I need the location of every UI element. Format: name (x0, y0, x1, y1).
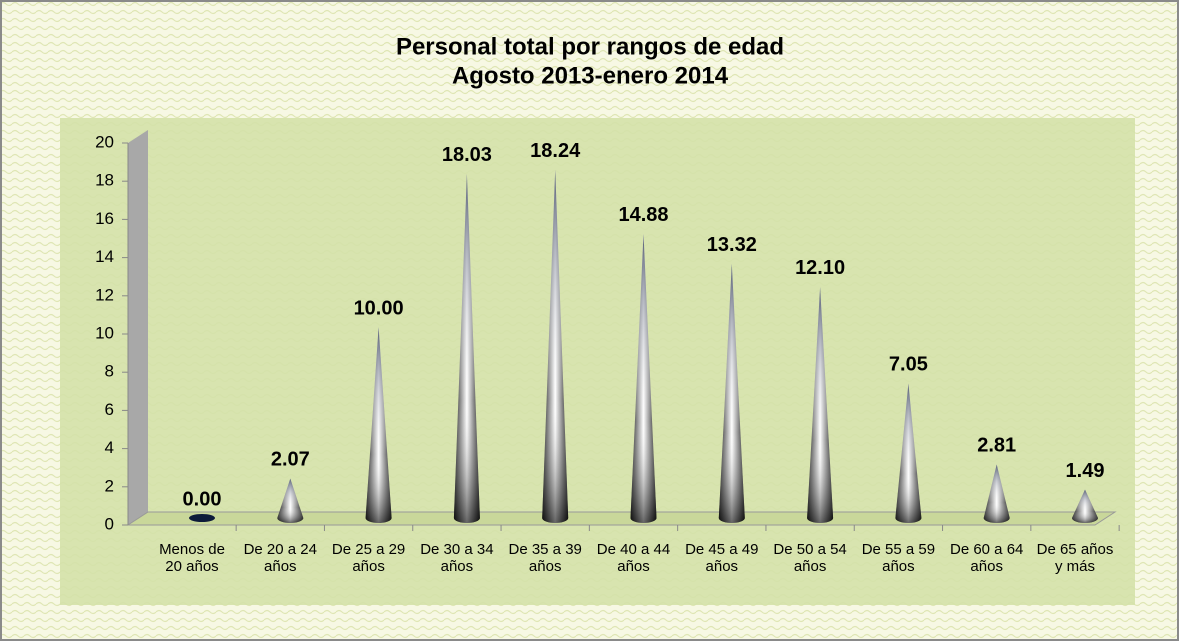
x-tick-label: De 40 a 44 años (596, 541, 671, 575)
x-tick-label: De 55 a 59 años (861, 541, 936, 575)
chart-subtitle: Agosto 2013-enero 2014 (452, 62, 729, 89)
y-tick-label: 4 (105, 438, 114, 457)
chart-title: Personal total por rangos de edad (396, 33, 784, 60)
cone-part (1072, 489, 1098, 523)
x-tick-label: De 65 años y más (1036, 541, 1114, 575)
y-tick-label: 20 (95, 132, 114, 151)
y-tick-label: 14 (95, 247, 114, 266)
y-tick-label: 0 (105, 514, 114, 533)
x-tick-label: De 60 a 64 años (949, 541, 1024, 575)
side-wall (128, 130, 148, 525)
cone (365, 327, 392, 523)
y-tick-label: 6 (105, 400, 114, 419)
cone-part (365, 327, 392, 523)
data-label: 10.00 (354, 297, 404, 319)
cone (277, 478, 304, 523)
y-tick-label: 2 (105, 476, 114, 495)
cone (895, 383, 922, 523)
y-tick-label: 16 (95, 209, 114, 228)
x-tick-label: De 35 a 39 años (508, 541, 582, 575)
x-tick-label: De 50 a 54 años (773, 541, 847, 575)
x-tick-label: De 20 a 24 años (243, 541, 317, 575)
data-label: 0.00 (183, 488, 222, 510)
cone (189, 514, 215, 522)
data-label: 2.07 (271, 449, 310, 471)
cone-part (277, 478, 304, 523)
data-label: 7.05 (889, 354, 928, 376)
cone-part (718, 263, 745, 523)
plot-area (60, 118, 1135, 605)
floor (126, 511, 1117, 526)
cone (807, 286, 834, 523)
data-label: 2.81 (977, 435, 1016, 457)
cone (453, 173, 480, 523)
cone-part (630, 233, 657, 524)
x-tick-label: Menos de 20 años (159, 541, 225, 575)
cone (630, 233, 657, 524)
cone (1072, 489, 1098, 523)
y-tick-label: 10 (95, 323, 114, 342)
cone-part (453, 173, 480, 523)
y-tick-label: 18 (95, 171, 114, 190)
data-label: 14.88 (618, 204, 668, 226)
y-tick-label: 8 (105, 362, 114, 381)
cone-part (189, 514, 215, 522)
data-label: 13.32 (707, 234, 757, 256)
cone-part (542, 169, 569, 523)
x-tick-label: De 30 a 34 años (420, 541, 494, 575)
data-label: 18.03 (442, 144, 492, 166)
cone-part (807, 286, 834, 523)
data-label: 12.10 (795, 257, 845, 279)
cone (542, 169, 569, 523)
cone-part (895, 383, 922, 523)
data-label: 18.24 (530, 140, 581, 162)
x-tick-label: De 25 a 29 años (331, 541, 406, 575)
cone (983, 464, 1010, 523)
data-label: 1.49 (1066, 460, 1105, 482)
cone-part (983, 464, 1010, 523)
cone (718, 263, 745, 523)
x-tick-label: De 45 a 49 años (685, 541, 759, 575)
y-tick-label: 12 (95, 285, 114, 304)
